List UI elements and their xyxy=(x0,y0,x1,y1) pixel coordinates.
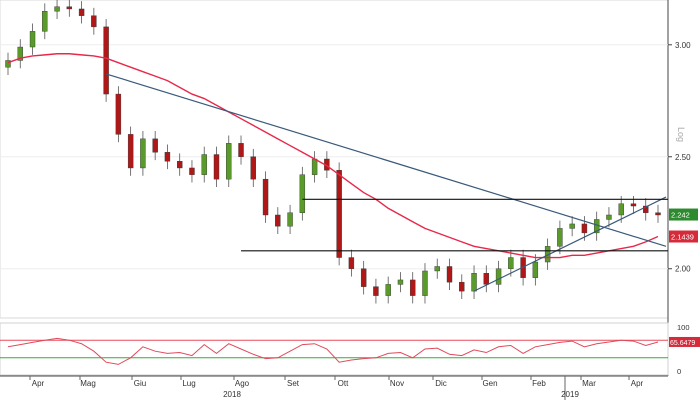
year-label: 2018 xyxy=(223,390,241,399)
candle-body xyxy=(103,26,109,95)
candle-body xyxy=(287,212,293,227)
candle-body xyxy=(360,268,367,287)
candle-body xyxy=(275,214,281,227)
candle-body xyxy=(152,138,158,153)
candle-body xyxy=(250,156,256,180)
month-label: Ott xyxy=(338,379,349,388)
month-label: Dic xyxy=(435,379,447,388)
candle-body xyxy=(91,15,97,28)
candle-body xyxy=(630,203,637,207)
rsi-line xyxy=(7,337,659,365)
candle-body xyxy=(238,143,244,157)
moving-average-line xyxy=(7,53,659,259)
candle-body xyxy=(606,214,612,220)
candle-body xyxy=(471,273,477,292)
price-tick-label: 3.00 xyxy=(675,41,691,50)
candle-body xyxy=(78,8,85,16)
candle-body xyxy=(54,6,60,12)
month-label: Feb xyxy=(532,379,546,388)
rsi-value-badge xyxy=(669,336,700,347)
candle-body xyxy=(140,138,146,169)
candle-body xyxy=(127,134,134,169)
candle-body xyxy=(29,31,36,48)
price-label-text: 2.1439 xyxy=(671,233,694,242)
month-label: Gen xyxy=(482,379,497,388)
candle-body xyxy=(459,281,465,292)
candle-body xyxy=(618,203,624,216)
month-label: Nov xyxy=(390,379,404,388)
price-label-badge xyxy=(669,230,698,243)
month-label: Giu xyxy=(134,379,146,388)
candle-body xyxy=(176,161,183,169)
candle-body xyxy=(446,266,453,283)
candle-body xyxy=(655,212,661,216)
trendline-resistance xyxy=(105,73,667,247)
candle-body xyxy=(348,257,355,269)
month-label: Lug xyxy=(182,379,195,388)
rsi-tick-label: 0 xyxy=(677,367,681,376)
candle-body xyxy=(508,257,514,269)
year-label: 2019 xyxy=(561,390,579,399)
month-label: Apr xyxy=(32,379,45,388)
candle-body xyxy=(299,174,306,213)
candle-body xyxy=(42,10,48,32)
candle-body xyxy=(397,279,404,285)
trendline-support xyxy=(473,196,667,292)
price-label-text: 2.242 xyxy=(671,211,690,220)
candle-body xyxy=(643,205,649,213)
candle-body xyxy=(532,261,539,278)
candle-body xyxy=(434,266,440,272)
candle-body xyxy=(373,286,379,296)
candle-body xyxy=(581,223,588,234)
rsi-tick-label: 100 xyxy=(677,323,690,332)
candle-body xyxy=(66,6,73,10)
candle-body xyxy=(569,223,575,229)
rsi-value-label: 65.6479 xyxy=(670,340,695,347)
month-label: Mag xyxy=(80,379,96,388)
candle-body xyxy=(115,93,122,135)
price-panel xyxy=(0,0,669,319)
candle-body xyxy=(201,154,207,175)
candle-body xyxy=(17,46,23,61)
price-label-badge xyxy=(669,208,698,221)
candle-body xyxy=(226,143,232,180)
price-tick-label: 2.00 xyxy=(675,265,691,274)
month-label: Mar xyxy=(582,379,596,388)
month-label: Apr xyxy=(631,379,644,388)
price-tick-label: 2.50 xyxy=(675,153,691,162)
month-label: Ago xyxy=(235,379,250,388)
candle-body xyxy=(5,60,11,68)
candle-body xyxy=(164,152,171,162)
candle-body xyxy=(422,270,428,296)
candle-body xyxy=(189,167,195,175)
candle-body xyxy=(311,158,318,175)
candle-body xyxy=(557,228,563,247)
candle-body xyxy=(336,169,342,258)
rsi-panel xyxy=(0,322,669,376)
candle-body xyxy=(213,154,220,180)
candle-body xyxy=(495,268,502,285)
month-label: Set xyxy=(287,379,300,388)
candle-body xyxy=(483,273,490,285)
candle-body xyxy=(410,279,416,296)
candle-body xyxy=(262,178,269,216)
candle-body xyxy=(385,284,391,296)
